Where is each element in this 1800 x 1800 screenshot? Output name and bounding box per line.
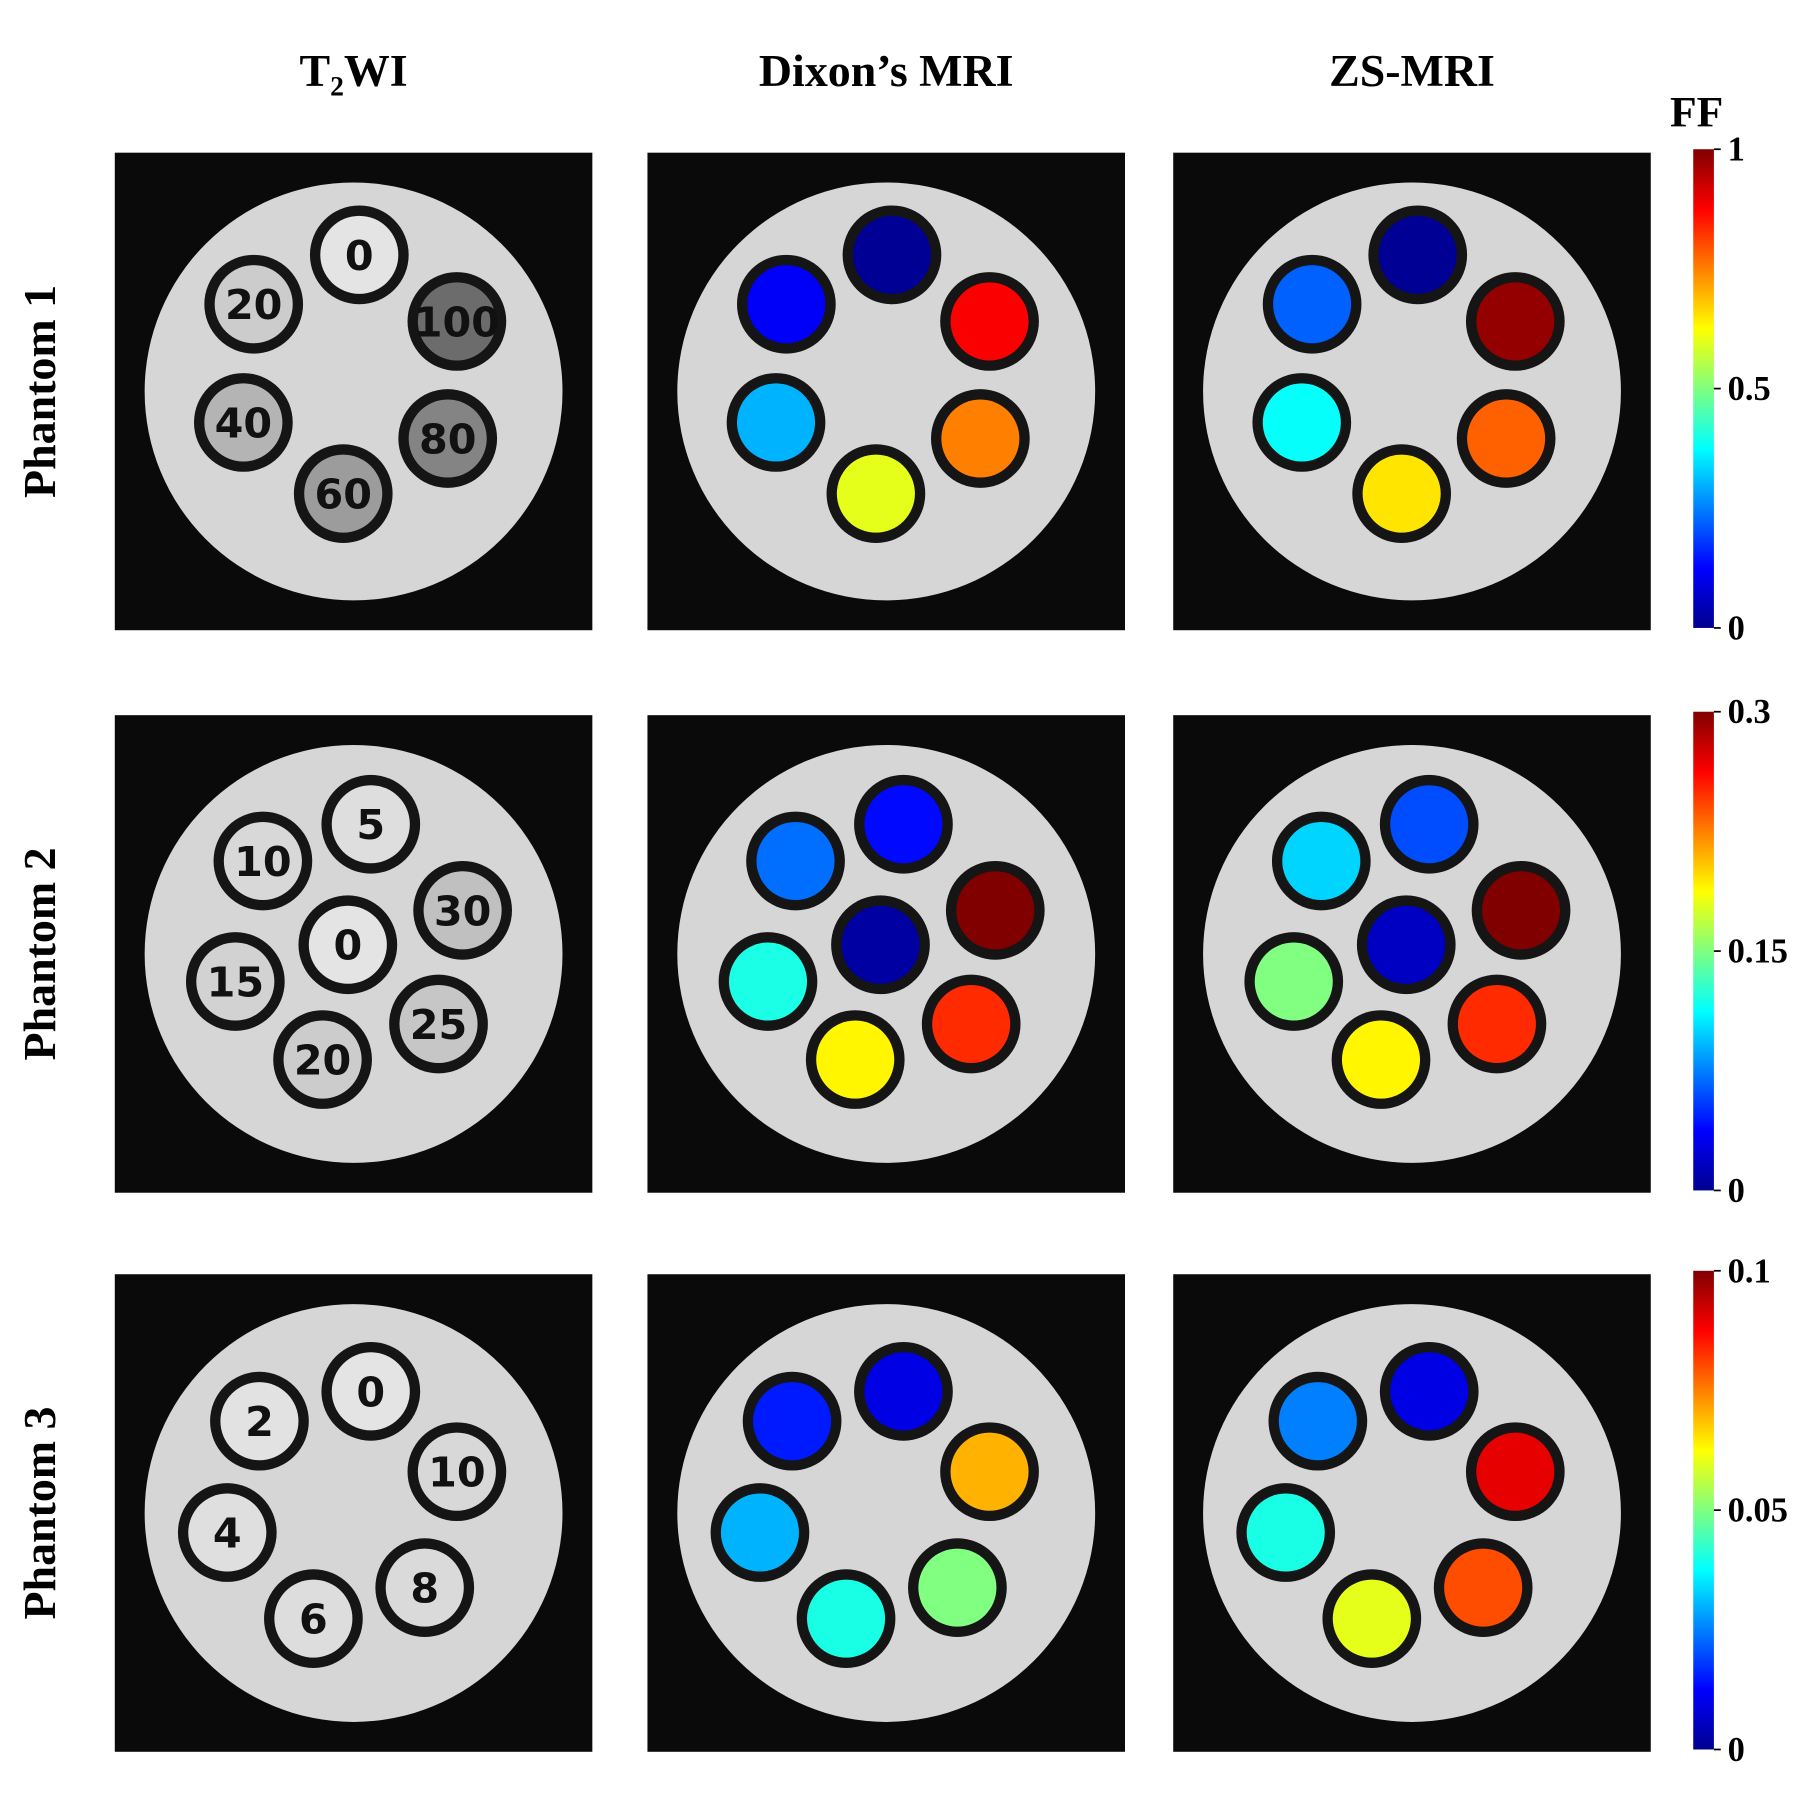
vial: [1273, 265, 1352, 344]
vial-label: 100: [414, 298, 500, 346]
vial-label: 15: [207, 958, 265, 1006]
colorbar-tick-label: 0.1: [1728, 1252, 1771, 1290]
vial: [223, 821, 302, 900]
vial: [1362, 454, 1441, 533]
colorbar-tick-label: 0: [1728, 609, 1745, 647]
row-label: Phantom 3: [14, 1407, 65, 1620]
row-label: Phantom 1: [14, 285, 65, 498]
vial: [756, 821, 835, 900]
vial-label: 20: [225, 281, 283, 329]
vial-label: 5: [356, 801, 385, 849]
vial: [1332, 1579, 1411, 1658]
colorbar-tick-label: 0.05: [1728, 1492, 1788, 1530]
vial: [1262, 383, 1341, 462]
vial-label: 10: [428, 1449, 486, 1497]
vial: [1367, 905, 1446, 984]
vial: [1457, 984, 1536, 1064]
vial: [385, 1548, 464, 1627]
colorbar-tick-label: 0.3: [1728, 693, 1771, 731]
vial: [1390, 785, 1469, 864]
vial: [304, 454, 383, 533]
vial-label: 8: [410, 1565, 439, 1613]
colorbar-tick-label: 0.15: [1728, 933, 1788, 971]
vial: [320, 215, 399, 294]
column-title: ZS-MRI: [1329, 45, 1495, 96]
colorbar-label: FF: [1670, 88, 1723, 136]
vial: [399, 984, 478, 1064]
vial: [1482, 871, 1561, 950]
vial: [196, 942, 275, 1021]
vial: [283, 1020, 362, 1099]
vial: [417, 1432, 496, 1511]
vial-label: 10: [234, 838, 291, 886]
vial: [331, 785, 410, 864]
vial-label: 4: [213, 1509, 242, 1557]
vial: [417, 282, 496, 361]
vial: [204, 383, 283, 462]
vial-label: 80: [419, 415, 477, 463]
vial: [1378, 215, 1457, 294]
vial: [1390, 1352, 1469, 1431]
colorbar: [1693, 149, 1714, 628]
vial: [836, 454, 915, 533]
vial: [956, 871, 1035, 950]
vial: [807, 1579, 886, 1658]
vial: [408, 399, 487, 478]
colorbar-tick-label: 0: [1728, 1731, 1745, 1769]
vial: [331, 1352, 410, 1431]
vial: [1476, 282, 1555, 361]
vial: [1444, 1548, 1523, 1627]
colorbar-tick-label: 0: [1728, 1172, 1745, 1210]
vial: [308, 905, 387, 984]
vial: [918, 1548, 997, 1627]
vial: [950, 282, 1029, 361]
vial: [1467, 399, 1546, 478]
vial: [214, 265, 293, 344]
vial-label: 40: [215, 399, 273, 447]
vial: [423, 871, 502, 950]
vial: [1341, 1020, 1421, 1099]
vial: [274, 1579, 353, 1658]
vial-label: 25: [410, 1001, 468, 1049]
vial: [932, 984, 1011, 1064]
vial: [188, 1493, 267, 1572]
colorbar-tick-label: 0.5: [1728, 370, 1771, 408]
vial: [852, 215, 931, 294]
vial-label: 0: [356, 1368, 385, 1416]
colorbar: [1693, 1270, 1714, 1750]
vial: [864, 1352, 943, 1431]
vial-label: 20: [294, 1036, 351, 1084]
vial: [816, 1020, 895, 1099]
vial-label: 6: [299, 1596, 328, 1644]
vial: [728, 942, 808, 1021]
row-label: Phantom 2: [14, 847, 65, 1060]
vial: [753, 1382, 832, 1461]
vial-label: 60: [314, 471, 372, 519]
vial-label: 30: [434, 887, 492, 935]
vial-label: 0: [345, 232, 374, 280]
colorbar: [1693, 711, 1714, 1191]
column-title: Dixon’s MRI: [759, 45, 1014, 96]
vial: [950, 1432, 1029, 1511]
vial: [220, 1382, 299, 1461]
vial: [1282, 821, 1361, 900]
vial: [941, 399, 1020, 478]
colorbar-tick-label: 1: [1728, 131, 1745, 169]
vial-label: 2: [245, 1398, 274, 1446]
column-title: T₂WI: [299, 45, 407, 96]
vial: [736, 383, 816, 462]
vial: [1476, 1432, 1555, 1511]
vial: [747, 265, 826, 344]
vial-label: 0: [333, 922, 362, 970]
vial: [841, 905, 920, 984]
vial: [1254, 942, 1333, 1021]
vial: [1246, 1493, 1325, 1572]
vial: [720, 1493, 799, 1572]
vial: [1278, 1382, 1357, 1461]
vial: [864, 785, 943, 864]
